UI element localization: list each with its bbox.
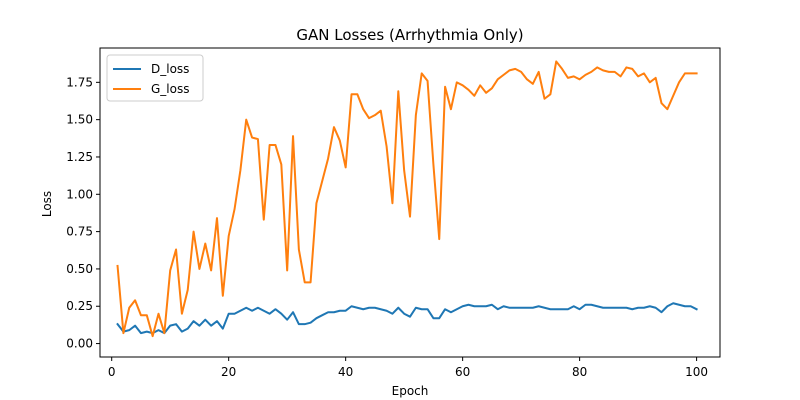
x-tick-label: 80 (572, 365, 587, 379)
y-tick-label: 1.50 (66, 113, 93, 127)
y-tick-label: 0.25 (66, 299, 93, 313)
x-axis-label: Epoch (392, 384, 429, 398)
axes: 0 20 40 60 80 100 0.00 0.25 0.50 0.75 1.00 1.25 1.50… (66, 47, 721, 379)
x-tick-label: 0 (108, 365, 116, 379)
series-line-g-loss (116, 60, 698, 338)
y-tick-label: 1.25 (66, 150, 93, 164)
y-tick-label: 0.00 (66, 337, 93, 351)
series-line-d-loss (116, 302, 698, 335)
axes-frame (99, 47, 721, 358)
x-tick-label: 100 (685, 365, 708, 379)
legend: D_loss G_loss (106, 54, 204, 102)
legend-label-d-loss: D_loss (151, 62, 189, 76)
y-tick-label: 0.50 (66, 262, 93, 276)
chart-title: GAN Losses (Arrhythmia Only) (296, 26, 523, 44)
y-tick-label: 1.75 (66, 75, 93, 89)
y-tick-label: 1.00 (66, 187, 93, 201)
plot-area (116, 60, 698, 338)
y-axis-label: Loss (40, 191, 54, 217)
legend-label-g-loss: G_loss (151, 82, 189, 96)
x-tick-label: 20 (221, 365, 236, 379)
x-tick-label: 40 (338, 365, 353, 379)
y-tick-label: 0.75 (66, 225, 93, 239)
x-tick-label: 60 (455, 365, 470, 379)
